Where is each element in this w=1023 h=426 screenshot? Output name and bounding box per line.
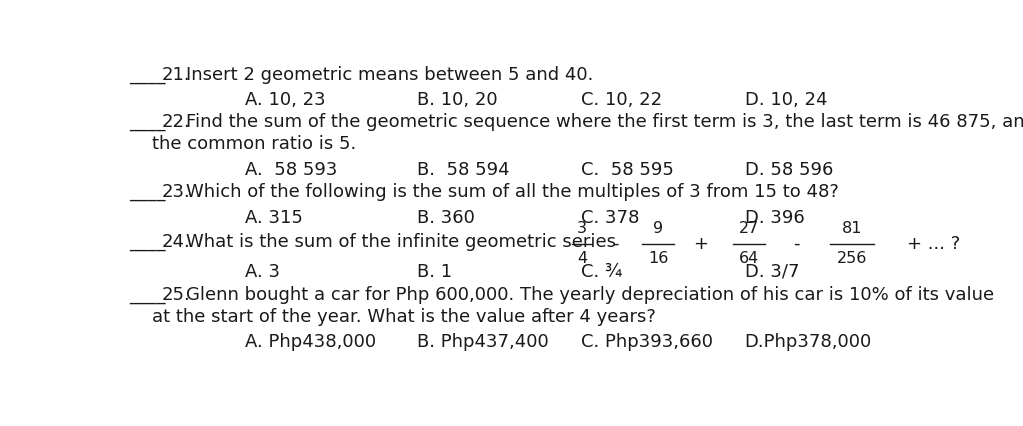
- Text: C. Php393,660: C. Php393,660: [581, 333, 713, 351]
- Text: 9: 9: [654, 222, 663, 236]
- Text: + ... ?: + ... ?: [907, 235, 961, 253]
- Text: -: -: [793, 235, 800, 253]
- Text: B. 1: B. 1: [417, 263, 452, 281]
- Text: 4: 4: [577, 251, 587, 266]
- Text: ____: ____: [129, 66, 165, 84]
- Text: C. ¾: C. ¾: [581, 263, 623, 281]
- Text: Find the sum of the geometric sequence where the first term is 3, the last term : Find the sum of the geometric sequence w…: [186, 113, 1023, 132]
- Text: What is the sum of the infinite geometric series: What is the sum of the infinite geometri…: [186, 233, 622, 251]
- Text: -: -: [612, 235, 619, 253]
- Text: +: +: [694, 235, 709, 253]
- Text: the common ratio is 5.: the common ratio is 5.: [151, 135, 356, 153]
- Text: ____: ____: [129, 183, 165, 201]
- Text: 23.: 23.: [162, 183, 190, 201]
- Text: ____: ____: [129, 286, 165, 304]
- Text: ____: ____: [129, 113, 165, 132]
- Text: A. 315: A. 315: [246, 209, 303, 227]
- Text: B. 360: B. 360: [417, 209, 475, 227]
- Text: at the start of the year. What is the value after 4 years?: at the start of the year. What is the va…: [151, 308, 656, 325]
- Text: A. 3: A. 3: [246, 263, 280, 281]
- Text: B. 10, 20: B. 10, 20: [417, 91, 498, 109]
- Text: B.  58 594: B. 58 594: [417, 161, 509, 179]
- Text: 16: 16: [649, 251, 668, 266]
- Text: A. Php438,000: A. Php438,000: [246, 333, 376, 351]
- Text: A.  58 593: A. 58 593: [246, 161, 338, 179]
- Text: C. 10, 22: C. 10, 22: [581, 91, 663, 109]
- Text: 21.: 21.: [162, 66, 190, 84]
- Text: 27: 27: [739, 222, 759, 236]
- Text: Which of the following is the sum of all the multiples of 3 from 15 to 48?: Which of the following is the sum of all…: [186, 183, 839, 201]
- Text: Glenn bought a car for Php 600,000. The yearly depreciation of his car is 10% of: Glenn bought a car for Php 600,000. The …: [186, 286, 994, 304]
- Text: D. 3/7: D. 3/7: [745, 263, 799, 281]
- Text: A. 10, 23: A. 10, 23: [246, 91, 326, 109]
- Text: Insert 2 geometric means between 5 and 40.: Insert 2 geometric means between 5 and 4…: [186, 66, 593, 84]
- Text: D. 58 596: D. 58 596: [745, 161, 833, 179]
- Text: D.Php378,000: D.Php378,000: [745, 333, 872, 351]
- Text: ____: ____: [129, 233, 165, 251]
- Text: 25.: 25.: [162, 286, 190, 304]
- Text: 22.: 22.: [162, 113, 190, 132]
- Text: C.  58 595: C. 58 595: [581, 161, 674, 179]
- Text: B. Php437,400: B. Php437,400: [417, 333, 549, 351]
- Text: 81: 81: [842, 222, 862, 236]
- Text: 24.: 24.: [162, 233, 190, 251]
- Text: C. 378: C. 378: [581, 209, 639, 227]
- Text: D. 10, 24: D. 10, 24: [745, 91, 828, 109]
- Text: 3: 3: [577, 222, 587, 236]
- Text: D. 396: D. 396: [745, 209, 804, 227]
- Text: 64: 64: [739, 251, 759, 266]
- Text: 256: 256: [837, 251, 866, 266]
